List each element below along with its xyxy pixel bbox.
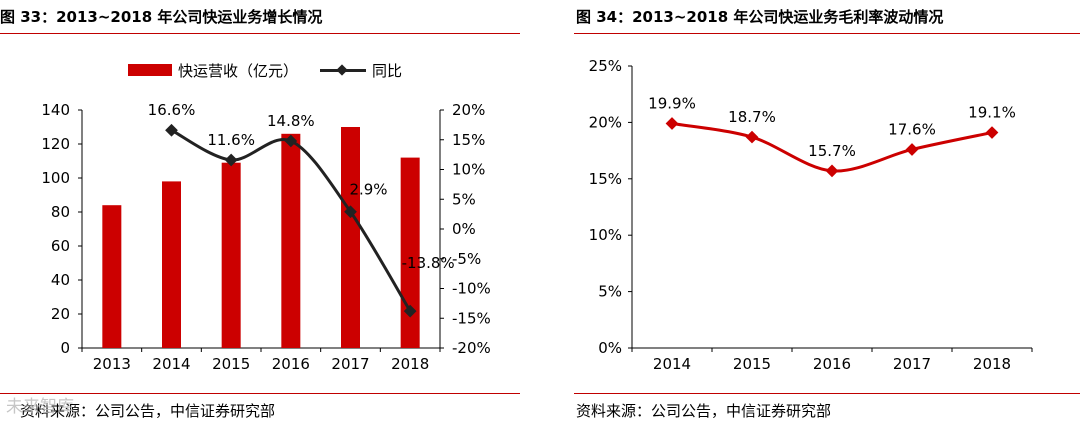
yoy-data-label: 14.8% — [267, 112, 315, 130]
right-source-note: 资料来源：公司公告，中信证券研究部 — [576, 402, 832, 420]
revenue-bar — [400, 157, 420, 348]
x-tick-label: 2017 — [331, 355, 369, 373]
right-source-rule — [574, 393, 1080, 394]
yoy-data-label: 16.6% — [148, 101, 196, 119]
right-y-tick-label: -15% — [452, 309, 491, 327]
margin-point — [985, 126, 999, 139]
margin-point — [825, 164, 839, 178]
left-title-rule — [0, 33, 520, 34]
left-y-tick-label: 40 — [51, 271, 70, 289]
yoy-data-label: 11.6% — [207, 131, 255, 149]
right-title-rule — [574, 33, 1080, 34]
yoy-point — [403, 304, 417, 318]
y-tick-label: 10% — [589, 226, 622, 244]
left-y-tick-label: 80 — [51, 203, 70, 221]
right-y-tick-label: -20% — [452, 339, 491, 357]
left-figure: 图 33：2013~2018 年公司快运业务增长情况 快运营收（亿元） 同比 0… — [0, 0, 530, 427]
left-legend: 快运营收（亿元） 同比 — [128, 60, 424, 81]
left-y-tick-label: 60 — [51, 237, 70, 255]
margin-data-label: 15.7% — [808, 142, 856, 160]
yoy-point — [284, 134, 298, 148]
right-y-tick-label: 20% — [452, 101, 485, 119]
left-y-tick-label: 20 — [51, 305, 70, 323]
margin-point — [745, 130, 759, 144]
revenue-bar — [162, 181, 181, 348]
margin-data-label: 18.7% — [728, 108, 776, 126]
right-y-tick-label: 10% — [452, 161, 485, 179]
revenue-bar — [341, 127, 360, 348]
legend-item-revenue: 快运营收（亿元） — [128, 60, 298, 81]
x-tick-label: 2014 — [653, 355, 691, 373]
margin-data-label: 17.6% — [888, 120, 936, 138]
left-figure-title: 图 33：2013~2018 年公司快运业务增长情况 — [0, 8, 323, 26]
right-chart: 0% 5% 10% 15% 20% 25% 2014 2015 2016 2017 2018 19.9… — [589, 57, 1033, 373]
margin-point — [905, 143, 919, 156]
x-tick-label: 2016 — [272, 355, 310, 373]
margin-data-label: 19.1% — [968, 104, 1016, 122]
x-tick-label: 2018 — [973, 355, 1011, 373]
x-tick-label: 2015 — [733, 355, 771, 373]
yoy-data-label: -13.8% — [402, 254, 455, 272]
y-tick-label: 15% — [589, 170, 622, 188]
x-tick-label: 2017 — [893, 355, 931, 373]
right-figure-title: 图 34：2013~2018 年公司快运业务毛利率波动情况 — [576, 8, 944, 26]
legend-line-swatch — [320, 61, 367, 79]
right-y-tick-label: -10% — [452, 280, 491, 298]
y-tick-label: 5% — [598, 283, 622, 301]
y-tick-label: 0% — [598, 339, 622, 357]
x-tick-label: 2013 — [93, 355, 131, 373]
right-figure: 图 34：2013~2018 年公司快运业务毛利率波动情况 0% 5% 10% 15%… — [570, 0, 1080, 427]
revenue-bar — [281, 133, 301, 348]
revenue-bar — [102, 205, 122, 348]
margin-data-label: 19.9% — [648, 95, 696, 113]
right-y-tick-label: 5% — [452, 190, 476, 208]
left-y-tick-label: 0 — [60, 339, 70, 357]
left-source-note: 资料来源：公司公告，中信证券研究部 — [20, 402, 276, 420]
y-tick-label: 25% — [589, 57, 622, 75]
yoy-data-label: 2.9% — [349, 181, 387, 199]
x-tick-label: 2014 — [152, 355, 190, 373]
revenue-bar — [221, 162, 241, 348]
yoy-point — [344, 205, 357, 219]
y-tick-label: 20% — [589, 113, 622, 131]
yoy-point — [165, 123, 178, 137]
right-y-tick-label: 0% — [452, 220, 476, 238]
yoy-point — [224, 153, 238, 167]
x-tick-label: 2018 — [391, 355, 429, 373]
right-y-tick-label: 15% — [452, 131, 485, 149]
x-tick-label: 2015 — [212, 355, 250, 373]
right-y-tick-label: -5% — [452, 250, 481, 268]
legend-bar-swatch — [128, 64, 172, 76]
legend-label-revenue: 快运营收（亿元） — [178, 61, 299, 80]
left-y-tick-label: 120 — [41, 135, 70, 153]
left-chart: 0 20 40 60 80 100 120 140 -20% -15% -10% -5% 0% 5% 10%… — [41, 101, 491, 373]
legend-label-yoy: 同比 — [372, 61, 403, 80]
left-y-tick-label: 140 — [41, 101, 70, 119]
left-y-tick-label: 100 — [41, 169, 70, 187]
x-tick-label: 2016 — [813, 355, 851, 373]
watermark: 未来智库 — [6, 397, 74, 417]
left-source-rule — [0, 393, 520, 394]
legend-item-yoy: 同比 — [320, 60, 402, 81]
margin-point — [665, 117, 679, 130]
